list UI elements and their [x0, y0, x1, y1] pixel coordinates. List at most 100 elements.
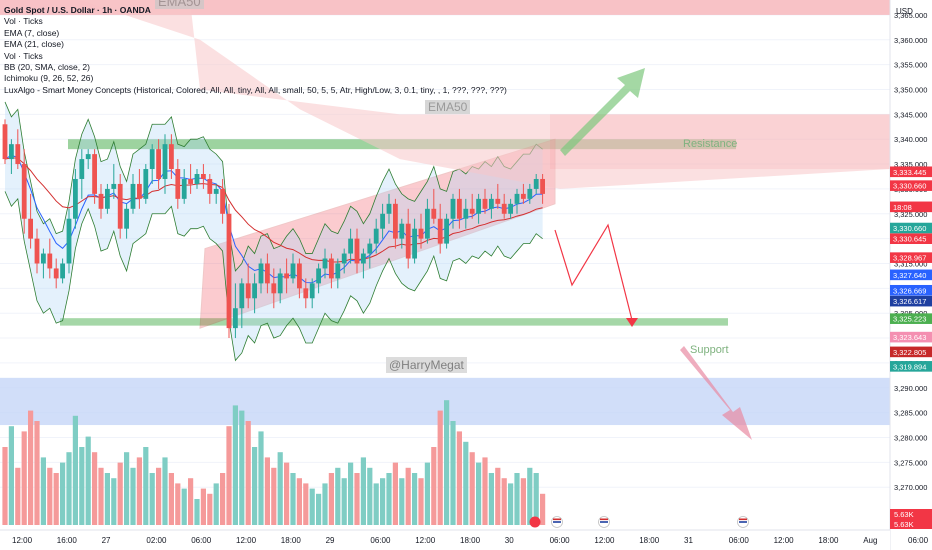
volume-bar: [271, 467, 277, 525]
legend-line[interactable]: Ichimoku (9, 26, 52, 26): [4, 73, 94, 84]
ichimoku-cloud: [80, 0, 890, 189]
candle: [226, 213, 232, 329]
candle: [162, 144, 168, 179]
price-tag: [890, 269, 932, 281]
candle: [175, 169, 181, 199]
volume-bar: [392, 462, 398, 525]
legend-line[interactable]: Vol · Ticks: [4, 16, 43, 27]
volume-bar: [239, 410, 245, 525]
event-flag-stripe: [553, 521, 561, 523]
volume-bar: [15, 467, 21, 525]
volume-bar: [104, 473, 110, 525]
price-tag: [890, 331, 932, 343]
volume-bar: [373, 483, 379, 525]
candle: [111, 183, 117, 189]
price-tag-label: 3,330.660: [893, 182, 926, 191]
y-tick-label: 3,290.000: [894, 384, 927, 393]
candle: [476, 198, 481, 214]
candle: [431, 208, 437, 219]
candle: [79, 159, 85, 179]
legend-title[interactable]: Gold Spot / U.S. Dollar · 1h · OANDA: [4, 5, 151, 15]
event-flag-stripe: [600, 518, 608, 521]
price-tag-label: 3,327.640: [893, 271, 926, 280]
volume-bar: [34, 421, 40, 525]
x-tick-label: 12:00: [12, 536, 33, 545]
volume-bar: [501, 478, 507, 525]
candle: [489, 198, 494, 209]
candles: [2, 119, 545, 339]
candle: [53, 268, 59, 279]
candle: [501, 203, 507, 214]
volume-bar: [124, 452, 130, 525]
candle: [540, 178, 545, 194]
legend-line[interactable]: EMA (21, close): [4, 39, 64, 50]
down-arrow: [680, 346, 752, 440]
candle: [156, 149, 161, 179]
price-tag: [890, 361, 932, 372]
x-tick-label: 12:00: [594, 536, 615, 545]
resistance-label: Resistance: [683, 138, 738, 150]
candle: [21, 164, 27, 219]
volume-bar: [130, 467, 136, 525]
candle: [188, 178, 193, 184]
volume-bars: [2, 400, 546, 525]
candle: [239, 283, 245, 309]
candle: [329, 258, 334, 279]
candle: [482, 198, 488, 209]
watermark: @HarryMegat: [386, 357, 467, 373]
price-tag: [890, 252, 932, 263]
price-tag-label: 3,326.617: [893, 297, 926, 306]
candle: [444, 218, 449, 244]
price-tag: [890, 233, 932, 245]
currency-label: USD: [896, 7, 913, 16]
price-tag-label: 3,325.223: [893, 315, 926, 324]
volume-bar: [514, 473, 520, 525]
legend-line[interactable]: LuxAlgo - Smart Money Concepts (Historic…: [4, 84, 507, 95]
y-tick-label: 3,270.000: [894, 483, 927, 492]
volume-bar: [380, 478, 386, 525]
candle: [521, 193, 526, 199]
volume-bar: [309, 488, 315, 525]
candle: [322, 258, 328, 269]
legend-line[interactable]: BB (20, SMA, close, 2): [4, 62, 90, 73]
bollinger-fill: [5, 101, 543, 361]
price-tag-label: 3,328.967: [893, 254, 926, 263]
legend-line[interactable]: Vol · Ticks: [4, 50, 43, 61]
volume-bar: [303, 483, 309, 525]
volume-bar: [175, 483, 181, 525]
volume-bar: [463, 441, 469, 525]
x-tick-label: 30: [505, 536, 514, 545]
volume-bar: [47, 467, 53, 525]
volume-tag: [890, 519, 932, 529]
bollinger-upper: [4, 101, 543, 272]
y-tick-label: 3,285.000: [894, 409, 927, 418]
volume-bar: [149, 473, 155, 525]
volume-bar: [117, 462, 123, 525]
y-tick-label: 3,340.000: [894, 135, 927, 144]
legend-line[interactable]: EMA (7, close): [4, 27, 60, 38]
candle: [271, 283, 277, 294]
price-tag: [890, 295, 932, 307]
candle: [258, 263, 264, 284]
candle: [233, 308, 238, 329]
y-tick-label: 3,355.000: [894, 61, 927, 70]
volume-bar: [194, 499, 200, 525]
volume-bar: [28, 410, 34, 525]
volume-bar: [456, 431, 462, 525]
volume-bar: [162, 457, 168, 525]
candle: [303, 288, 309, 299]
price-tag-label: 3,326.669: [893, 286, 926, 295]
volume-bar: [168, 473, 174, 525]
candle: [373, 228, 379, 244]
price-tag-label: 3,323.643: [893, 333, 926, 342]
x-tick-label: 29: [326, 536, 335, 545]
y-tick-label: 3,345.000: [894, 110, 927, 119]
candle: [508, 203, 513, 214]
volume-bar: [431, 447, 437, 525]
candle: [348, 238, 353, 254]
candle: [92, 154, 97, 194]
price-tag-label: 3,330.660: [893, 224, 926, 233]
price-tag: [890, 201, 932, 213]
candle: [220, 188, 225, 214]
